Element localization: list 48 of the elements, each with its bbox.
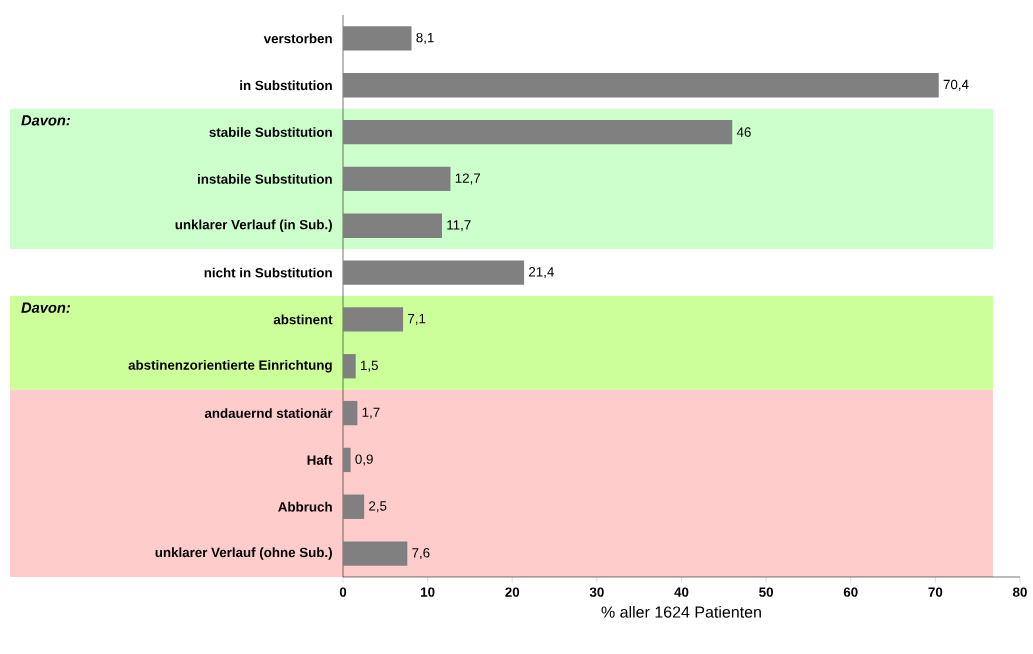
bar: [343, 73, 939, 98]
data-label: 11,7: [447, 220, 471, 232]
x-tick-label: 40: [674, 587, 689, 597]
y-tick-label: in Substitution: [240, 80, 332, 91]
y-tick-label: verstorben: [263, 33, 332, 44]
bar: [343, 119, 733, 145]
x-tick-label: 50: [759, 587, 773, 597]
y-tick-label: abstinent: [273, 314, 333, 325]
band-label: Davon:: [21, 115, 71, 126]
bar: [343, 307, 404, 332]
x-tick-label: 10: [421, 587, 435, 597]
data-label: 2,5: [369, 501, 387, 513]
data-label: 7,6: [412, 548, 430, 560]
x-tick-label: 20: [505, 587, 520, 597]
data-label: 1,7: [362, 407, 380, 419]
x-tick-label: 70: [928, 587, 943, 597]
data-label: 12,7: [455, 173, 481, 185]
bar: [343, 213, 443, 238]
y-tick-label: unklarer Verlauf (in Sub.): [175, 219, 332, 232]
y-tick-label: Abbruch: [278, 501, 332, 512]
bar: [343, 541, 408, 566]
bar: [343, 166, 451, 192]
y-tick-label: andauernd stationär: [204, 408, 333, 418]
data-label: 0,9: [355, 454, 373, 466]
y-tick-label: stabile Substitution: [209, 127, 332, 137]
data-label: 46: [736, 127, 751, 137]
x-tick-label: 0: [339, 587, 347, 597]
y-tick-label: Haft: [307, 455, 333, 465]
x-tick-label: 30: [589, 587, 604, 597]
bar: [343, 26, 412, 51]
data-label: 7,1: [408, 313, 426, 325]
x-axis-title: % aller 1624 Patienten: [601, 606, 761, 618]
band-label: Davon:: [21, 302, 71, 313]
bar: [343, 354, 356, 379]
data-label: 8,1: [416, 32, 434, 44]
y-tick-label: unklarer Verlauf (ohne Sub.): [155, 547, 332, 560]
bar: [343, 260, 525, 285]
y-tick-label: instabile Substitution: [197, 174, 332, 184]
data-label: 1,5: [360, 360, 378, 372]
data-label: 21,4: [529, 267, 554, 279]
bar: [343, 400, 358, 426]
bar: [343, 447, 351, 473]
bar: [343, 494, 365, 519]
x-tick-label: 80: [1012, 587, 1027, 597]
y-tick-label: nicht in Substitution: [204, 267, 332, 278]
y-tick-label: abstinenzorientierte Einrichtung: [128, 360, 332, 373]
x-tick-label: 60: [843, 587, 858, 597]
data-label: 70,4: [943, 79, 969, 91]
